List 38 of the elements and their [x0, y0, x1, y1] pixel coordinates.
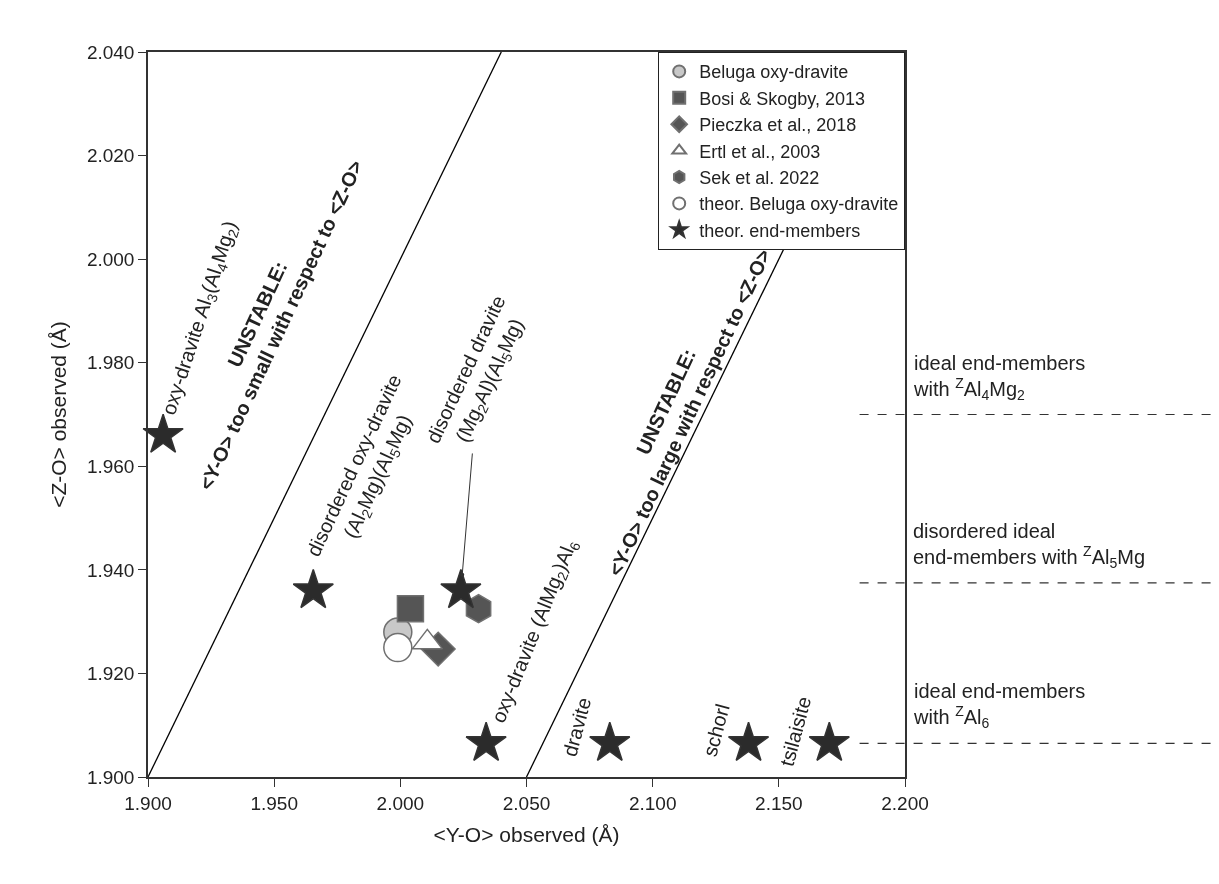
legend-label: theor. end-members	[699, 220, 861, 241]
annotation: schorl	[698, 701, 734, 759]
annotation: tsilaisite	[775, 694, 816, 769]
y-tick-label: 1.920	[86, 663, 135, 685]
y-tick-label: 1.940	[86, 559, 135, 581]
x-tick-label: 2.000	[376, 792, 425, 814]
point	[396, 594, 425, 623]
legend-label: Pieczka et al., 2018	[699, 115, 857, 136]
legend-label: Ertl et al., 2003	[699, 141, 821, 162]
y-tick-label: 2.020	[86, 145, 135, 167]
point	[440, 568, 482, 609]
ref-line-label: disordered ideal end-members with $^{Z}$Al$_{5}$Mg	[913, 520, 1146, 572]
y-tick-label: 1.960	[86, 455, 135, 477]
ref-line-label: ideal end-members with $^{Z}$Al$_{4}$Mg$_{2}$	[913, 352, 1086, 404]
x-tick-label: 1.900	[124, 792, 172, 814]
ref-line-label: ideal end-members with $^{Z}$Al$_{6}$	[913, 680, 1086, 732]
x-tick-label: 2.050	[502, 792, 551, 814]
x-axis-title: <Y-O> observed (Å)	[433, 823, 620, 847]
y-tick-label: 2.000	[86, 248, 135, 270]
point	[589, 721, 631, 762]
legend-label: Bosi & Skogby, 2013	[699, 88, 865, 109]
point	[465, 721, 507, 762]
y-tick-label: 1.980	[86, 352, 135, 374]
x-tick-label: 1.950	[250, 792, 298, 814]
legend-label: Sek et al. 2022	[699, 168, 820, 189]
x-tick-label: 2.150	[755, 792, 803, 814]
point	[292, 568, 334, 609]
y-tick-label: 2.040	[86, 41, 135, 63]
y-axis-title: <Z-O> observed (Å)	[46, 321, 70, 508]
y-tick-label: 1.900	[86, 766, 135, 788]
point	[383, 632, 413, 663]
x-tick-label: 2.100	[628, 792, 677, 814]
x-tick-label: 2.200	[881, 792, 929, 814]
point	[142, 413, 184, 453]
annotation: dravite	[558, 695, 596, 759]
legend-label: theor. Beluga oxy-dravite	[699, 194, 899, 215]
legend-label: Beluga oxy-dravite	[699, 62, 849, 83]
point	[465, 593, 492, 624]
